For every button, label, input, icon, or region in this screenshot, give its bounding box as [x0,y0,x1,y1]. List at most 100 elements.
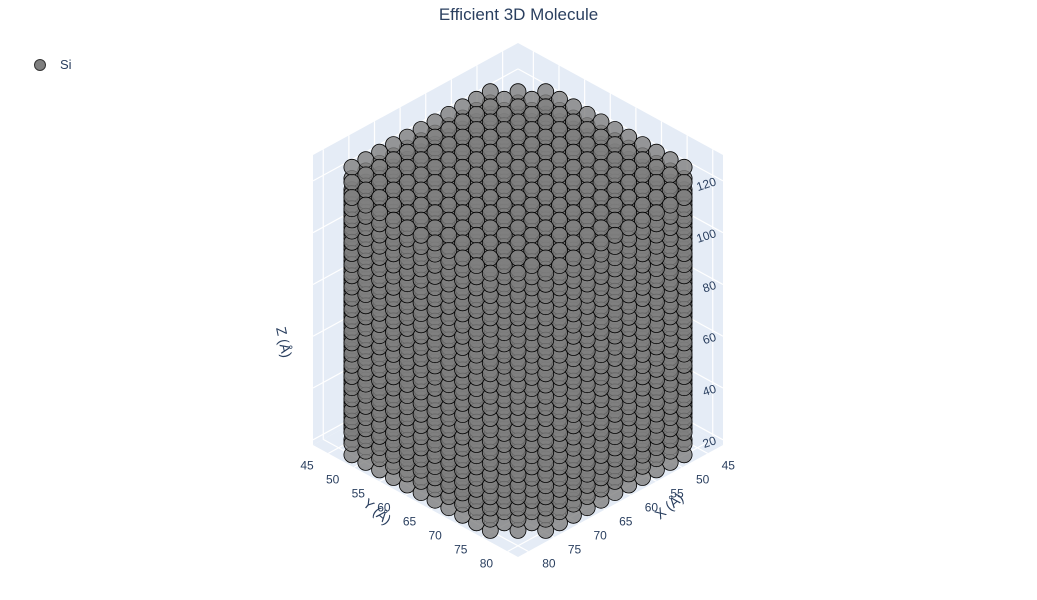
atom-si [481,158,499,176]
atom-si [343,189,361,206]
atom-si [551,106,568,123]
atom-si [523,211,541,229]
atom-si [495,196,513,214]
atom-si [551,136,568,154]
atom-si [565,189,582,206]
atom-si [634,181,651,199]
legend-label: Si [60,57,72,72]
atom-si [592,234,610,252]
atom-si [551,242,568,259]
atom-si [551,226,568,244]
atom-si [454,189,472,206]
atom-si [481,234,499,252]
atom-si [675,173,693,191]
atom-si [357,196,375,214]
atom-si [412,121,430,138]
atom-si [495,106,513,123]
atom-si [468,196,485,214]
atom-si [537,143,555,161]
atom-si [412,211,430,229]
atom-si [398,189,416,206]
atom-si [426,158,444,176]
atom-si [371,143,389,161]
atom-si [426,128,444,146]
atom-si [454,128,472,146]
atom-si [398,204,416,222]
atom-si [468,242,485,259]
atom-si [565,143,582,161]
atom-si [648,189,665,206]
atom-si [578,166,596,184]
atom-si [468,151,485,169]
atom-si [412,226,430,244]
atom-si [592,219,610,237]
atom-si [468,121,485,138]
atom-si [468,211,485,229]
atom-si [454,98,472,116]
atom-si [565,128,582,146]
atom-si [495,211,513,229]
chart-title: Efficient 3D Molecule [438,5,599,24]
atom-si [509,83,527,101]
atom-si [509,158,527,176]
atom-si [661,196,679,214]
atom-si [509,249,527,267]
atom-si [481,128,499,146]
atom-si [481,83,499,101]
atom-si [495,90,513,108]
atom-si [620,158,638,176]
atom-si [537,83,555,101]
atom-si [675,189,693,206]
atom-si [398,128,416,146]
atom-si [357,151,375,169]
atom-si [454,219,472,237]
atom-si [426,113,444,131]
atom-si [523,106,541,123]
atom-si [371,189,389,206]
atom-si [440,151,458,169]
atom-si [440,181,458,199]
atom-si [606,196,624,214]
atom-si [606,121,624,138]
atom-si [440,242,458,259]
atom-si [509,113,527,131]
atom-si [537,219,555,237]
atom-si [634,166,651,184]
atom-si [592,158,610,176]
atom-si [385,151,402,169]
atom-si [454,158,472,176]
atom-si [412,151,430,169]
legend-marker-icon [34,58,46,71]
atom-si [537,98,555,116]
atom-si [371,158,389,176]
atom-si [481,113,499,131]
atom-si [578,136,596,154]
atom-si [523,226,541,244]
atom-si [565,158,582,176]
atom-si [620,173,638,191]
atom-si [537,173,555,191]
legend-item-si[interactable]: Si [34,57,72,72]
atom-si [578,151,596,169]
atom-si [565,113,582,131]
atom-si [454,173,472,191]
atom-si [385,136,402,154]
atom-si [495,136,513,154]
atom-si [620,204,638,222]
atom-si [620,219,638,237]
atom-si [551,121,568,138]
atom-si [495,151,513,169]
atom-si [537,128,555,146]
atom-si [495,181,513,199]
atom-si [523,196,541,214]
atom-si [523,242,541,259]
atom-si [509,173,527,191]
atom-si [385,211,402,229]
atom-si [592,128,610,146]
atom-si [398,143,416,161]
atom-si [661,181,679,199]
atom-si [634,151,651,169]
atom-si [551,166,568,184]
atom-si [551,181,568,199]
